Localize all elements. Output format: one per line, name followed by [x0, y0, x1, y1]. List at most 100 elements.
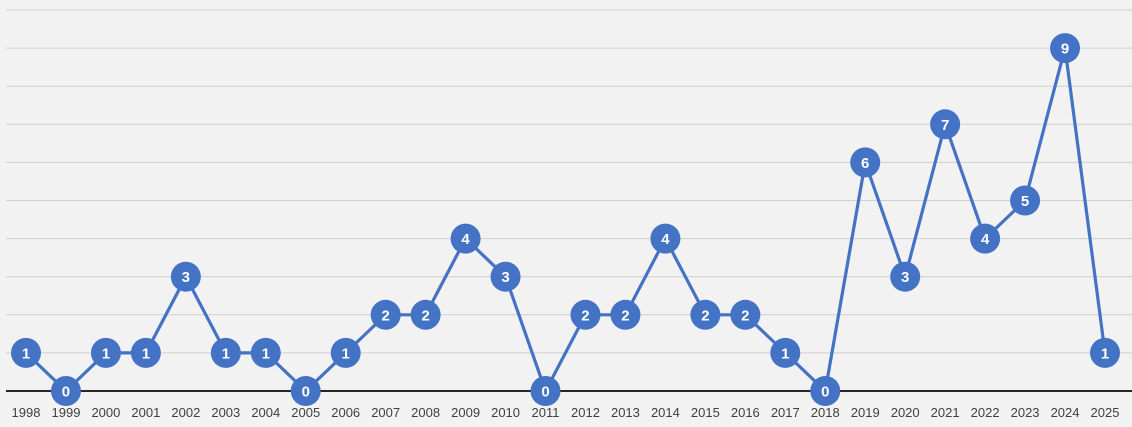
data-label: 5	[1021, 193, 1029, 210]
point-marker	[970, 223, 1001, 254]
data-point-2004: 1	[250, 337, 281, 368]
point-marker	[850, 147, 881, 178]
x-tick-label: 2013	[611, 405, 640, 420]
data-label: 1	[262, 345, 270, 362]
x-tick-label: 2006	[331, 405, 360, 420]
data-point-2024: 9	[1050, 33, 1081, 64]
series-line-segment	[943, 123, 987, 240]
data-points: 1 0 1 1 3 1 1 0 1 2 2 4 3 0 2 2 4 2 2 1 0 6 3 7 4 5 9 1	[11, 33, 1120, 406]
point-marker	[250, 337, 281, 368]
x-tick-label: 2000	[91, 405, 120, 420]
data-label: 3	[182, 269, 190, 286]
data-point-2021: 7	[930, 109, 961, 140]
data-point-2019: 6	[850, 147, 881, 178]
data-label: 1	[142, 345, 150, 362]
point-marker	[290, 376, 321, 406]
x-tick-label: 2012	[571, 405, 600, 420]
series-line-segment	[1063, 47, 1107, 354]
point-marker	[650, 223, 681, 254]
x-tick-label: 2008	[411, 405, 440, 420]
series-line-segment	[1023, 47, 1067, 201]
data-point-2020: 3	[890, 261, 921, 292]
data-point-2015: 2	[690, 299, 721, 330]
point-marker	[11, 337, 41, 368]
data-point-2023: 5	[1010, 185, 1041, 216]
x-tick-label: 1998	[12, 405, 41, 420]
data-point-2012: 2	[570, 299, 601, 330]
data-point-2001: 1	[130, 337, 161, 368]
data-point-1999: 0	[50, 376, 81, 406]
data-label: 2	[581, 307, 589, 324]
data-label: 0	[302, 384, 310, 401]
data-label: 2	[621, 307, 629, 324]
x-tick-label: 2019	[851, 405, 880, 420]
data-label: 1	[102, 345, 110, 362]
x-tick-label: 2014	[651, 405, 680, 420]
x-tick-label: 2016	[731, 405, 760, 420]
data-point-2010: 3	[490, 261, 521, 292]
series-line-segment	[504, 276, 548, 392]
data-point-2008: 2	[410, 299, 441, 330]
point-marker	[330, 337, 361, 368]
x-tick-label: 2024	[1051, 405, 1080, 420]
data-point-2018: 0	[810, 376, 841, 406]
point-marker	[170, 261, 201, 292]
point-marker	[690, 299, 721, 330]
data-label: 7	[941, 117, 949, 134]
x-tick-label: 2003	[211, 405, 240, 420]
data-point-2002: 3	[170, 261, 201, 292]
point-marker	[1010, 185, 1041, 216]
x-tick-label: 1999	[52, 405, 81, 420]
data-label: 2	[381, 307, 389, 324]
point-marker	[90, 337, 121, 368]
x-tick-label: 2010	[491, 405, 520, 420]
data-point-2007: 2	[370, 299, 401, 330]
point-marker	[890, 261, 921, 292]
data-label: 4	[981, 231, 990, 248]
gridlines	[6, 9, 1132, 354]
data-label: 3	[501, 269, 509, 286]
data-label: 3	[901, 269, 909, 286]
series-line-segment	[863, 161, 907, 278]
x-tick-label: 2020	[891, 405, 920, 420]
data-label: 2	[741, 307, 749, 324]
data-label: 2	[421, 307, 429, 324]
x-tick-label: 2021	[931, 405, 960, 420]
data-label: 2	[701, 307, 709, 324]
x-tick-label: 2007	[371, 405, 400, 420]
data-point-2025: 1	[1090, 337, 1120, 368]
x-tick-label: 2025	[1091, 405, 1120, 420]
point-marker	[450, 223, 481, 254]
series-lines	[24, 47, 1107, 393]
x-tick-label: 2017	[771, 405, 800, 420]
data-point-2016: 2	[730, 299, 761, 330]
point-marker	[50, 376, 81, 406]
x-tick-label: 2001	[131, 405, 160, 420]
data-label: 6	[861, 155, 869, 172]
data-point-1998: 1	[11, 337, 41, 368]
x-tick-label: 2004	[251, 405, 280, 420]
point-marker	[530, 376, 561, 406]
point-marker	[1050, 33, 1081, 64]
point-marker	[210, 337, 241, 368]
data-point-2003: 1	[210, 337, 241, 368]
data-label: 9	[1061, 41, 1069, 58]
data-label: 0	[541, 384, 549, 401]
data-label: 1	[22, 345, 30, 362]
x-tick-label: 2023	[1011, 405, 1040, 420]
point-marker	[370, 299, 401, 330]
point-marker	[410, 299, 441, 330]
point-marker	[610, 299, 641, 330]
x-axis-ticks: 1998 1999 2000 2001 2002 2003 2004 2005 2006 2007…	[12, 405, 1120, 420]
x-tick-label: 2011	[532, 405, 560, 420]
x-tick-label: 2022	[971, 405, 1000, 420]
point-marker	[1090, 337, 1120, 368]
data-point-2000: 1	[90, 337, 121, 368]
data-point-2022: 4	[970, 223, 1001, 254]
data-label: 0	[62, 384, 70, 401]
point-marker	[930, 109, 961, 140]
point-marker	[490, 261, 521, 292]
series-line-segment	[823, 162, 867, 392]
